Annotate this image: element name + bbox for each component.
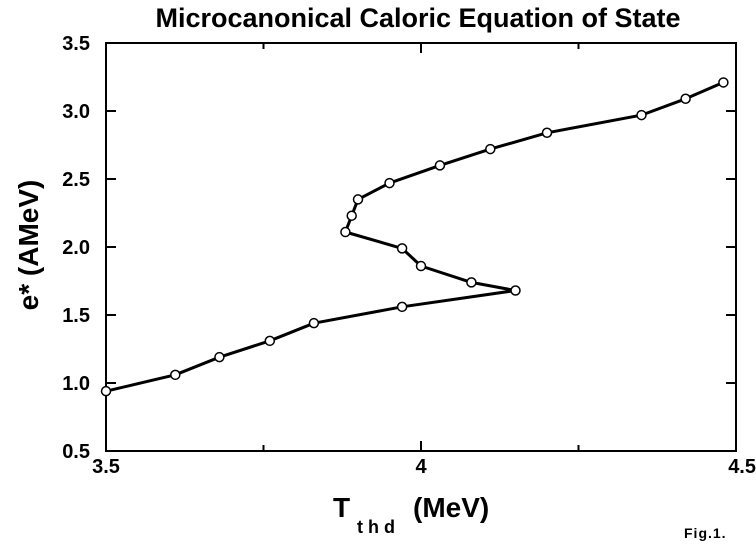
axis-tick-labels: 3.5 4 4.5 0.5 1.0 1.5 2.0 2.5 3.0 3.5 — [62, 33, 756, 478]
data-point — [264, 335, 276, 347]
x-tick-label: 4.5 — [728, 456, 756, 478]
data-point — [485, 143, 496, 155]
data-point — [214, 351, 225, 363]
data-point — [340, 226, 351, 238]
data-point — [510, 285, 521, 296]
y-tick-label: 2.0 — [62, 237, 90, 259]
data-point — [541, 127, 553, 139]
data-point — [346, 210, 357, 221]
data-point — [396, 243, 408, 254]
data-markers — [100, 77, 729, 397]
plot-frame — [105, 42, 737, 452]
data-point — [170, 369, 181, 381]
data-point — [636, 109, 647, 121]
data-point — [308, 317, 320, 329]
data-point — [434, 160, 446, 171]
data-point — [718, 77, 729, 88]
data-point — [352, 194, 364, 205]
x-axis-label-symbol: T — [333, 492, 350, 523]
y-tick-label: 1.0 — [62, 373, 90, 395]
x-axis-label: T thd (MeV) — [333, 492, 489, 537]
data-point — [415, 260, 427, 272]
x-tick-label: 4 — [415, 456, 427, 478]
x-axis-label-subscript: thd — [357, 517, 400, 537]
series-line — [104, 80, 725, 393]
chart-title: Microcanonical Caloric Equation of State — [155, 3, 680, 33]
y-tick-label: 0.5 — [62, 441, 90, 463]
figure-label: Fig.1. — [684, 525, 727, 541]
y-tick-label: 1.5 — [62, 305, 90, 327]
y-tick-label: 3.0 — [62, 101, 90, 123]
data-point — [100, 385, 112, 397]
data-point — [384, 177, 395, 189]
data-point — [396, 301, 408, 313]
data-point — [466, 277, 477, 288]
y-tick-label: 3.5 — [62, 33, 90, 55]
y-axis-label: e* (AMeV) — [13, 180, 44, 311]
x-axis-label-units: (MeV) — [413, 492, 489, 523]
data-point — [680, 93, 691, 105]
axis-ticks — [105, 42, 737, 452]
x-tick-label: 3.5 — [92, 456, 120, 478]
y-tick-label: 2.5 — [62, 169, 90, 191]
